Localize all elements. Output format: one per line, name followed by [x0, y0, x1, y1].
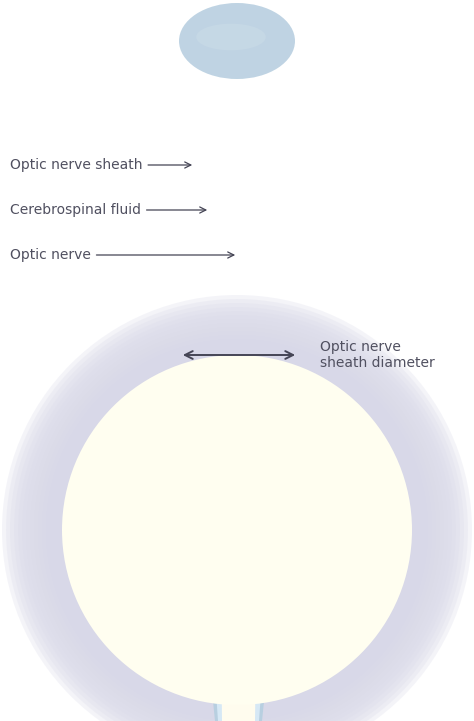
Polygon shape: [194, 370, 284, 721]
Ellipse shape: [2, 295, 472, 721]
Ellipse shape: [179, 3, 295, 79]
Ellipse shape: [196, 24, 266, 50]
Ellipse shape: [62, 355, 412, 705]
Polygon shape: [218, 370, 260, 721]
Ellipse shape: [46, 339, 428, 721]
Polygon shape: [180, 370, 298, 721]
Ellipse shape: [6, 299, 468, 721]
Ellipse shape: [22, 315, 452, 721]
Ellipse shape: [30, 323, 444, 721]
Text: Optic nerve: Optic nerve: [10, 248, 234, 262]
Ellipse shape: [26, 319, 448, 721]
Ellipse shape: [50, 343, 424, 717]
Text: Optic nerve sheath: Optic nerve sheath: [10, 158, 191, 172]
Text: Optic nerve
sheath diameter: Optic nerve sheath diameter: [320, 340, 435, 370]
Text: Cerebrospinal fluid: Cerebrospinal fluid: [10, 203, 206, 217]
Ellipse shape: [34, 327, 440, 721]
Ellipse shape: [14, 307, 460, 721]
Ellipse shape: [18, 311, 456, 721]
Ellipse shape: [10, 303, 464, 721]
Ellipse shape: [42, 335, 432, 721]
Ellipse shape: [38, 331, 436, 721]
